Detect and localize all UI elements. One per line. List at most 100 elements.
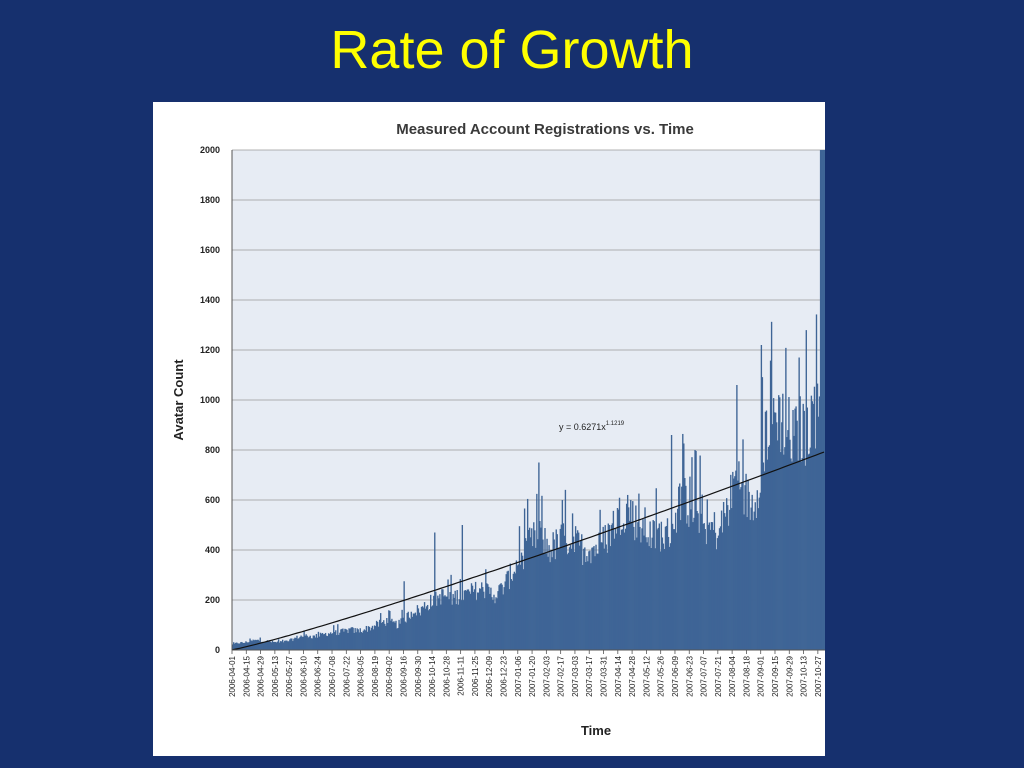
bar [523, 508, 526, 650]
bar [425, 606, 428, 650]
bar [290, 638, 292, 650]
bar [774, 412, 777, 650]
bar [499, 584, 501, 650]
bar [430, 594, 432, 650]
bar [272, 642, 275, 650]
x-tick-label: 2006-11-11 [457, 655, 466, 695]
y-tick-label: 1000 [200, 395, 220, 405]
bar [787, 430, 789, 650]
bar [668, 546, 671, 650]
bar [387, 622, 389, 650]
bar [564, 489, 567, 650]
bar [618, 497, 621, 650]
bar [793, 435, 795, 650]
bar [305, 634, 307, 650]
bar [754, 502, 756, 650]
bar [555, 529, 557, 650]
bar [677, 508, 679, 650]
bar [245, 641, 247, 650]
bar [573, 551, 576, 650]
bar [345, 629, 347, 650]
bar [306, 635, 308, 650]
y-tick-label: 0 [215, 645, 220, 655]
bar [408, 617, 410, 650]
bar [410, 611, 412, 650]
bar [494, 603, 496, 650]
x-tick-label: 2007-01-20 [528, 655, 537, 696]
x-tick-label: 2007-06-09 [671, 655, 680, 696]
bar-series [232, 150, 825, 650]
bar [789, 439, 791, 650]
y-tick-label: 1800 [200, 195, 220, 205]
bar [713, 512, 716, 650]
bar [242, 642, 244, 650]
bar [570, 548, 573, 650]
bar [394, 622, 396, 650]
bar [400, 618, 402, 650]
bar [413, 613, 416, 650]
bar [507, 570, 509, 650]
bar [642, 519, 644, 650]
bar [233, 642, 235, 650]
bar [316, 637, 319, 650]
bar [799, 396, 801, 650]
bar [419, 615, 422, 650]
x-tick-label: 2007-07-21 [714, 655, 723, 696]
bar [415, 615, 418, 650]
bar [422, 607, 425, 650]
bar [386, 618, 388, 650]
bar [329, 632, 332, 650]
bar [695, 450, 697, 650]
bar [678, 486, 680, 650]
bar [446, 596, 448, 650]
bar [520, 552, 523, 650]
bar [348, 628, 350, 650]
bar [784, 447, 786, 650]
bar [524, 538, 527, 650]
bar [823, 150, 825, 650]
bar [261, 641, 263, 650]
bar [447, 579, 449, 650]
bar [349, 628, 351, 650]
bar [623, 532, 626, 650]
bar [588, 551, 590, 650]
bar [747, 479, 749, 650]
bar [550, 549, 552, 650]
bar [536, 493, 538, 650]
x-tick-label: 2006-08-19 [371, 655, 380, 696]
bar [244, 642, 246, 650]
bar [646, 542, 648, 650]
bar [630, 499, 632, 650]
x-tick-label: 2006-08-05 [357, 655, 366, 696]
bar [295, 637, 297, 650]
bar [328, 633, 331, 650]
bar [822, 150, 825, 650]
bar [534, 530, 536, 650]
bar [682, 433, 684, 650]
bar [675, 532, 678, 650]
x-tick-label: 2007-05-26 [657, 655, 666, 696]
bar [498, 585, 500, 650]
bar [701, 494, 703, 650]
bar [622, 523, 625, 650]
bar [393, 621, 395, 650]
bar [268, 641, 271, 650]
bar [766, 459, 769, 650]
x-tick-label: 2006-09-02 [385, 655, 394, 696]
bar [327, 633, 330, 650]
bar [300, 635, 302, 650]
x-tick-label: 2006-07-22 [342, 655, 351, 696]
bar [667, 536, 670, 650]
bar [770, 321, 773, 650]
bar [518, 526, 521, 650]
bar [497, 591, 499, 650]
bar [487, 584, 489, 650]
bar [687, 515, 689, 650]
bar [278, 642, 281, 650]
bar [688, 526, 690, 650]
bar [485, 569, 487, 650]
bar [617, 509, 620, 650]
bar [798, 357, 800, 650]
bar [476, 592, 479, 650]
bar [625, 503, 628, 650]
